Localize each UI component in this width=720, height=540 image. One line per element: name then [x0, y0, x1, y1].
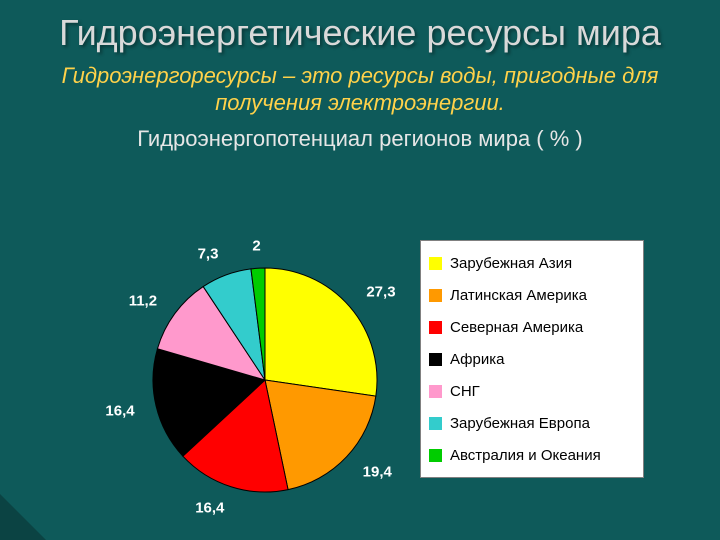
legend-swatch [429, 385, 442, 398]
legend-row: Австралия и Океания [429, 439, 635, 471]
legend-row: СНГ [429, 375, 635, 407]
legend-row: Северная Америка [429, 311, 635, 343]
legend-row: Зарубежная Азия [429, 247, 635, 279]
legend-label: СНГ [450, 383, 635, 400]
slide-subtitle: Гидроэнергоресурсы – это ресурсы воды, п… [0, 63, 720, 116]
legend-swatch [429, 353, 442, 366]
pie-value-label: 16,4 [195, 499, 224, 516]
legend-swatch [429, 321, 442, 334]
legend: Зарубежная Азия Латинская Америка Северная… [420, 240, 644, 478]
pie-value-label: 16,4 [105, 402, 134, 419]
legend-label: Африка [450, 351, 635, 368]
pie-chart [145, 260, 385, 500]
legend-swatch [429, 289, 442, 302]
legend-label: Австралия и Океания [450, 447, 635, 464]
legend-label: Зарубежная Азия [450, 255, 635, 272]
legend-label: Латинская Америка [450, 287, 635, 304]
legend-label: Зарубежная Европа [450, 415, 635, 432]
corner-decoration [0, 494, 46, 540]
chart-area: 27,319,416,416,411,27,32 Зарубежная Азия… [100, 240, 660, 530]
legend-label: Северная Америка [450, 319, 635, 336]
slide: Гидроэнергетические ресурсы мира Гидроэн… [0, 0, 720, 540]
legend-row: Латинская Америка [429, 279, 635, 311]
legend-swatch [429, 417, 442, 430]
pie-slice [265, 268, 377, 396]
chart-title: Гидроэнергопотенциал регионов мира ( % ) [0, 126, 720, 152]
legend-row: Зарубежная Европа [429, 407, 635, 439]
pie-value-label: 2 [252, 238, 260, 255]
legend-row: Африка [429, 343, 635, 375]
legend-swatch [429, 449, 442, 462]
slide-title: Гидроэнергетические ресурсы мира [0, 0, 720, 53]
legend-swatch [429, 257, 442, 270]
